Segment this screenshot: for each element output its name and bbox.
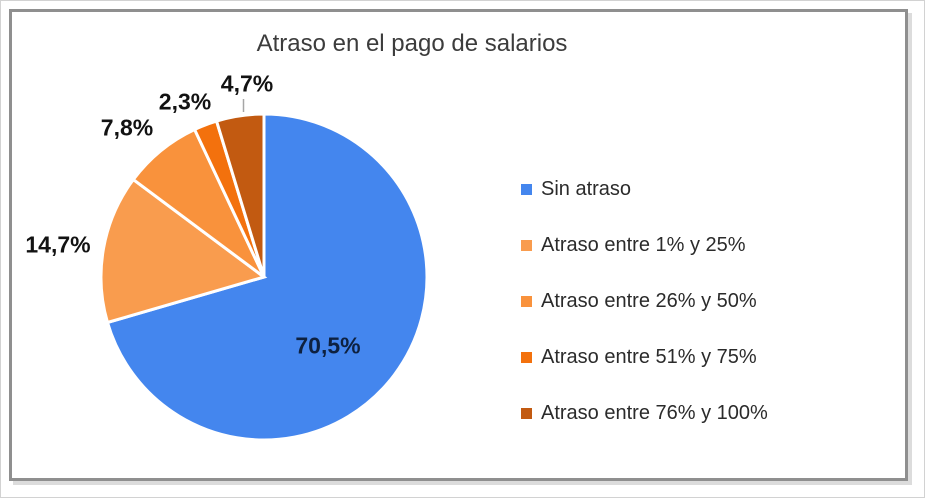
data-label-atraso-76-100: 4,7% — [220, 70, 274, 97]
legend-label: Atraso entre 76% y 100% — [541, 401, 768, 424]
pie-slices — [99, 112, 429, 442]
legend-swatch-icon — [521, 295, 532, 307]
pie-slice-1[interactable] — [99, 177, 268, 325]
legend-item-atraso-26-50[interactable]: Atraso entre 26% y 50% — [521, 273, 768, 329]
legend-swatch-icon — [521, 407, 532, 419]
data-label-atraso-26-50: 7,8% — [100, 114, 154, 141]
pie-slice-0[interactable] — [105, 112, 429, 442]
legend-item-atraso-1-25[interactable]: Atraso entre 1% y 25% — [521, 217, 768, 273]
legend-label: Atraso entre 1% y 25% — [541, 233, 746, 256]
chart-title: Atraso en el pago de salarios — [256, 30, 568, 57]
legend-item-atraso-76-100[interactable]: Atraso entre 76% y 100% — [521, 385, 768, 441]
legend-swatch-icon — [521, 183, 532, 195]
legend-swatch-icon — [521, 351, 532, 363]
chart-legend: Sin atraso Atraso entre 1% y 25% Atraso … — [521, 161, 768, 441]
legend-label: Sin atraso — [541, 177, 632, 200]
data-label-sin-atraso: 70,5% — [295, 332, 361, 359]
legend-label: Atraso entre 26% y 50% — [541, 289, 757, 312]
data-label-atraso-51-75: 2,3% — [158, 88, 212, 115]
legend-swatch-icon — [521, 239, 532, 251]
legend-item-sin-atraso[interactable]: Sin atraso — [521, 161, 768, 217]
legend-label: Atraso entre 51% y 75% — [541, 345, 757, 368]
legend-item-atraso-51-75[interactable]: Atraso entre 51% y 75% — [521, 329, 768, 385]
data-label-atraso-1-25: 14,7% — [25, 231, 91, 258]
pie-slice-4[interactable] — [214, 112, 266, 278]
